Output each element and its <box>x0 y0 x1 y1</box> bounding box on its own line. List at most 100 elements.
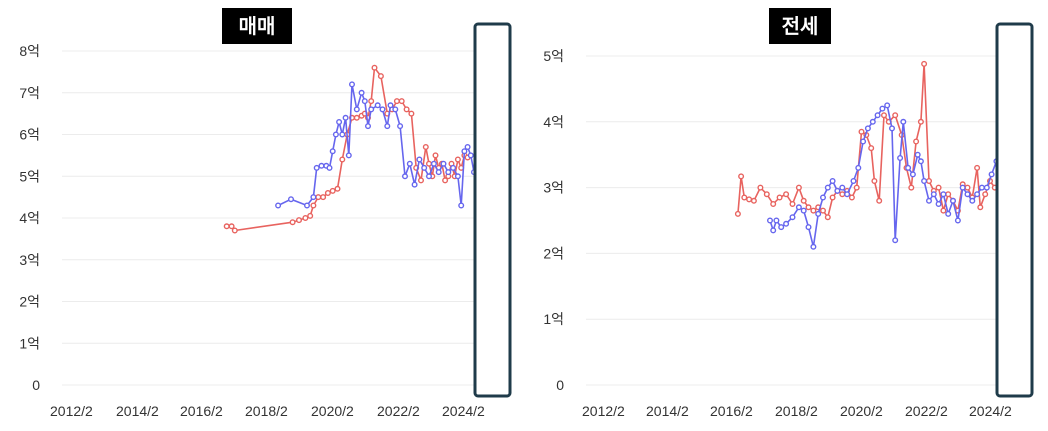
data-point[interactable] <box>864 125 871 132</box>
data-point[interactable] <box>358 89 365 96</box>
data-point[interactable] <box>783 191 790 198</box>
data-point[interactable] <box>945 191 952 198</box>
data-point[interactable] <box>977 204 984 211</box>
data-point[interactable] <box>398 98 405 105</box>
data-point[interactable] <box>461 148 468 155</box>
data-point[interactable] <box>914 151 921 158</box>
data-point[interactable] <box>296 217 303 224</box>
data-point[interactable] <box>464 143 471 150</box>
data-point[interactable] <box>371 64 378 71</box>
data-point[interactable] <box>326 164 333 171</box>
data-point[interactable] <box>454 156 461 163</box>
data-point[interactable] <box>789 200 796 207</box>
data-point[interactable] <box>954 217 961 224</box>
data-point[interactable] <box>406 160 413 167</box>
data-point[interactable] <box>824 184 831 191</box>
data-point[interactable] <box>315 194 322 201</box>
data-point[interactable] <box>917 118 924 125</box>
data-point[interactable] <box>342 114 349 121</box>
data-point[interactable] <box>848 194 855 201</box>
data-point[interactable] <box>426 173 433 180</box>
data-point[interactable] <box>408 110 415 117</box>
data-point[interactable] <box>302 214 309 221</box>
data-point[interactable] <box>820 194 827 201</box>
data-point[interactable] <box>313 164 320 171</box>
data-point[interactable] <box>978 184 985 191</box>
data-point[interactable] <box>879 105 886 112</box>
data-point[interactable] <box>426 160 433 167</box>
data-point[interactable] <box>935 200 942 207</box>
data-point[interactable] <box>795 184 802 191</box>
data-point[interactable] <box>329 148 336 155</box>
data-point[interactable] <box>467 152 474 159</box>
data-point[interactable] <box>422 143 429 150</box>
data-point[interactable] <box>442 177 449 184</box>
data-point[interactable] <box>320 194 327 201</box>
data-point[interactable] <box>800 207 807 214</box>
data-point[interactable] <box>339 131 346 138</box>
data-point[interactable] <box>921 177 928 184</box>
data-point[interactable] <box>869 118 876 125</box>
data-point[interactable] <box>353 114 360 121</box>
data-point[interactable] <box>288 196 295 203</box>
data-point[interactable] <box>892 237 899 244</box>
data-point[interactable] <box>349 81 356 88</box>
data-point[interactable] <box>810 207 817 214</box>
data-point[interactable] <box>982 191 989 198</box>
data-point[interactable] <box>926 177 933 184</box>
data-point[interactable] <box>805 204 812 211</box>
data-point[interactable] <box>392 106 399 113</box>
data-point[interactable] <box>815 210 822 217</box>
data-point[interactable] <box>820 207 827 214</box>
data-point[interactable] <box>379 106 386 113</box>
data-point[interactable] <box>964 191 971 198</box>
data-point[interactable] <box>913 138 920 145</box>
data-point[interactable] <box>876 197 883 204</box>
data-point[interactable] <box>365 123 372 130</box>
data-point[interactable] <box>418 177 425 184</box>
data-point[interactable] <box>908 184 915 191</box>
data-point[interactable] <box>770 200 777 207</box>
data-point[interactable] <box>969 197 976 204</box>
data-point[interactable] <box>336 118 343 125</box>
data-point[interactable] <box>874 112 881 119</box>
data-point[interactable] <box>789 214 796 221</box>
data-point[interactable] <box>773 217 780 224</box>
data-point[interactable] <box>757 184 764 191</box>
data-point[interactable] <box>844 191 851 198</box>
data-point[interactable] <box>839 184 846 191</box>
data-point[interactable] <box>783 220 790 227</box>
data-point[interactable] <box>805 224 812 231</box>
data-point[interactable] <box>430 160 437 167</box>
data-point[interactable] <box>416 156 423 163</box>
data-point[interactable] <box>339 156 346 163</box>
data-point[interactable] <box>959 184 966 191</box>
data-point[interactable] <box>454 173 461 180</box>
data-point[interactable] <box>892 112 899 119</box>
data-point[interactable] <box>289 219 296 226</box>
data-point[interactable] <box>411 181 418 188</box>
scroll-frame[interactable] <box>995 22 1034 398</box>
data-point[interactable] <box>974 191 981 198</box>
data-point[interactable] <box>368 106 375 113</box>
data-point[interactable] <box>318 162 325 169</box>
data-point[interactable] <box>871 177 878 184</box>
data-point[interactable] <box>853 184 860 191</box>
data-point[interactable] <box>402 173 409 180</box>
data-point[interactable] <box>458 202 465 209</box>
data-point[interactable] <box>855 164 862 171</box>
data-point[interactable] <box>858 128 865 135</box>
data-point[interactable] <box>393 98 400 105</box>
data-point[interactable] <box>387 102 394 109</box>
data-point[interactable] <box>834 187 841 194</box>
data-point[interactable] <box>746 196 753 203</box>
data-point[interactable] <box>345 152 352 159</box>
data-point[interactable] <box>897 154 904 161</box>
data-point[interactable] <box>921 60 928 67</box>
data-point[interactable] <box>909 171 916 178</box>
data-point[interactable] <box>824 214 831 221</box>
data-point[interactable] <box>329 187 336 194</box>
data-point[interactable] <box>750 197 757 204</box>
data-point[interactable] <box>738 173 745 180</box>
data-point[interactable] <box>374 102 381 109</box>
